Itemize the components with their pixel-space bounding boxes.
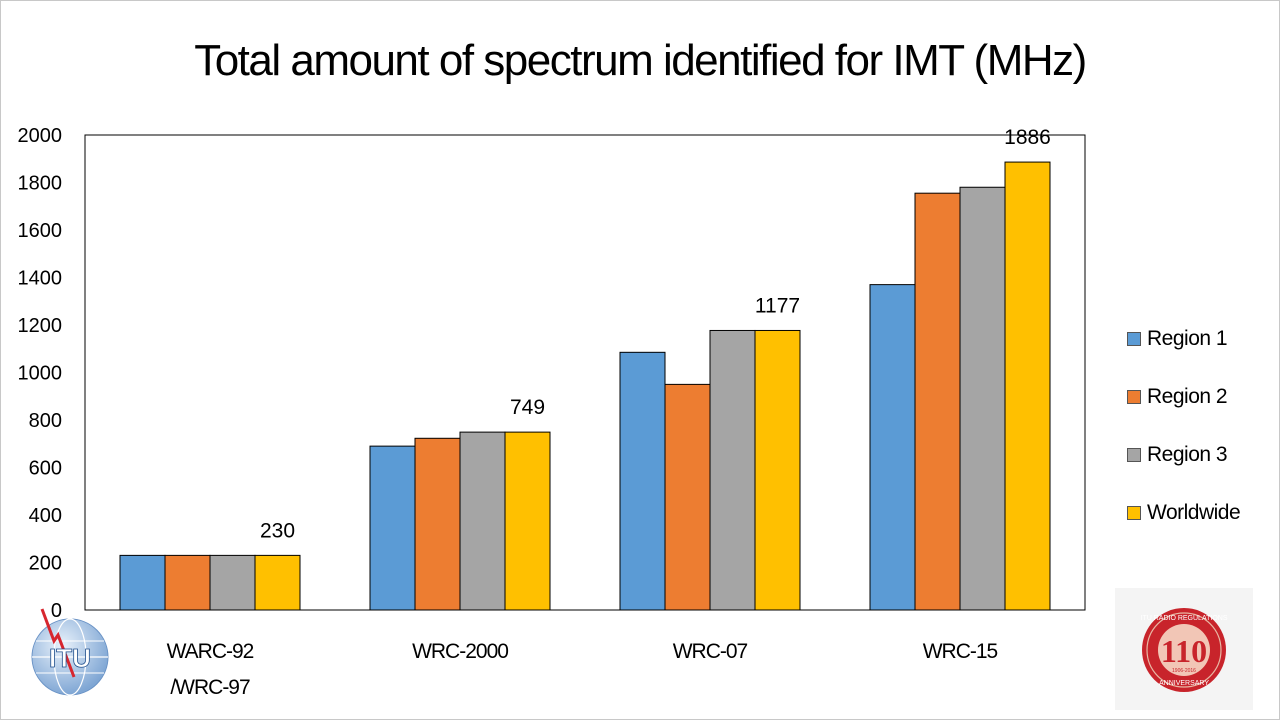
- legend-swatch: [1127, 506, 1141, 520]
- x-category-label: WRC-07: [673, 640, 748, 663]
- y-tick-label: 1600: [18, 220, 63, 242]
- legend-item: Region 2: [1127, 368, 1277, 426]
- bar-region-3: [959, 186, 1006, 611]
- y-tick-label: 800: [29, 410, 62, 432]
- data-label: 230: [260, 519, 295, 542]
- anniversary-ring-text: ITU RADIO REGULATIONS: [1141, 615, 1228, 622]
- y-tick-label: 1000: [18, 363, 63, 385]
- x-category-label: WARC-92: [167, 640, 254, 663]
- y-tick-label: 1400: [18, 268, 63, 290]
- legend-label: Region 2: [1147, 385, 1228, 408]
- legend-swatch: [1127, 448, 1141, 462]
- bar-region-2: [664, 383, 711, 611]
- x-category-label: /WRC-97: [170, 676, 250, 699]
- data-label: 1886: [1004, 126, 1051, 149]
- data-label: 1177: [755, 294, 800, 317]
- y-tick-label: 400: [29, 505, 62, 527]
- y-tick-label: 600: [29, 458, 62, 480]
- bar-region-3: [209, 554, 256, 611]
- y-tick-label: 1200: [18, 315, 63, 337]
- legend-label: Region 1: [1147, 327, 1228, 350]
- legend-swatch: [1127, 390, 1141, 404]
- bar-region-2: [914, 192, 961, 611]
- anniversary-bottom-text: ANNIVERSARY: [1159, 680, 1209, 687]
- plot-area: [84, 134, 1086, 611]
- bar-region-1: [619, 351, 666, 611]
- legend-swatch: [1127, 332, 1141, 346]
- legend-item: Region 3: [1127, 426, 1277, 484]
- bar-worldwide: [504, 431, 551, 611]
- legend-label: Worldwide: [1147, 501, 1241, 524]
- legend-label: Region 3: [1147, 443, 1228, 466]
- chart-title: Total amount of spectrum identified for …: [194, 36, 1087, 85]
- bar-region-1: [869, 284, 916, 611]
- y-tick-label: 2000: [18, 125, 63, 147]
- y-tick-label: 200: [29, 553, 62, 575]
- bar-region-3: [459, 431, 506, 611]
- data-label: 749: [510, 396, 545, 419]
- chart-legend: Region 1 Region 2 Region 3 Worldwide: [1127, 310, 1277, 542]
- bar-worldwide: [254, 554, 301, 611]
- y-tick-label: 0: [51, 600, 62, 622]
- itu-logo-text: ITU: [49, 643, 91, 673]
- x-category-label: WRC-2000: [412, 640, 508, 663]
- x-category-label: WRC-15: [923, 640, 998, 663]
- bar-worldwide: [1004, 161, 1051, 611]
- anniversary-logo: 110 ITU RADIO REGULATIONS 1906-2016 ANNI…: [1115, 588, 1253, 710]
- anniversary-years: 1906-2016: [1172, 668, 1196, 674]
- legend-item: Region 1: [1127, 310, 1277, 368]
- legend-item: Worldwide: [1127, 484, 1277, 542]
- bar-region-1: [119, 554, 166, 611]
- bar-region-2: [414, 437, 461, 611]
- y-tick-label: 1800: [18, 173, 63, 195]
- itu-logo: ITU: [31, 608, 109, 696]
- bar-region-1: [369, 445, 416, 611]
- anniversary-number: 110: [1161, 633, 1207, 669]
- bar-region-3: [709, 329, 756, 611]
- bar-region-2: [164, 554, 211, 611]
- bar-worldwide: [754, 329, 801, 611]
